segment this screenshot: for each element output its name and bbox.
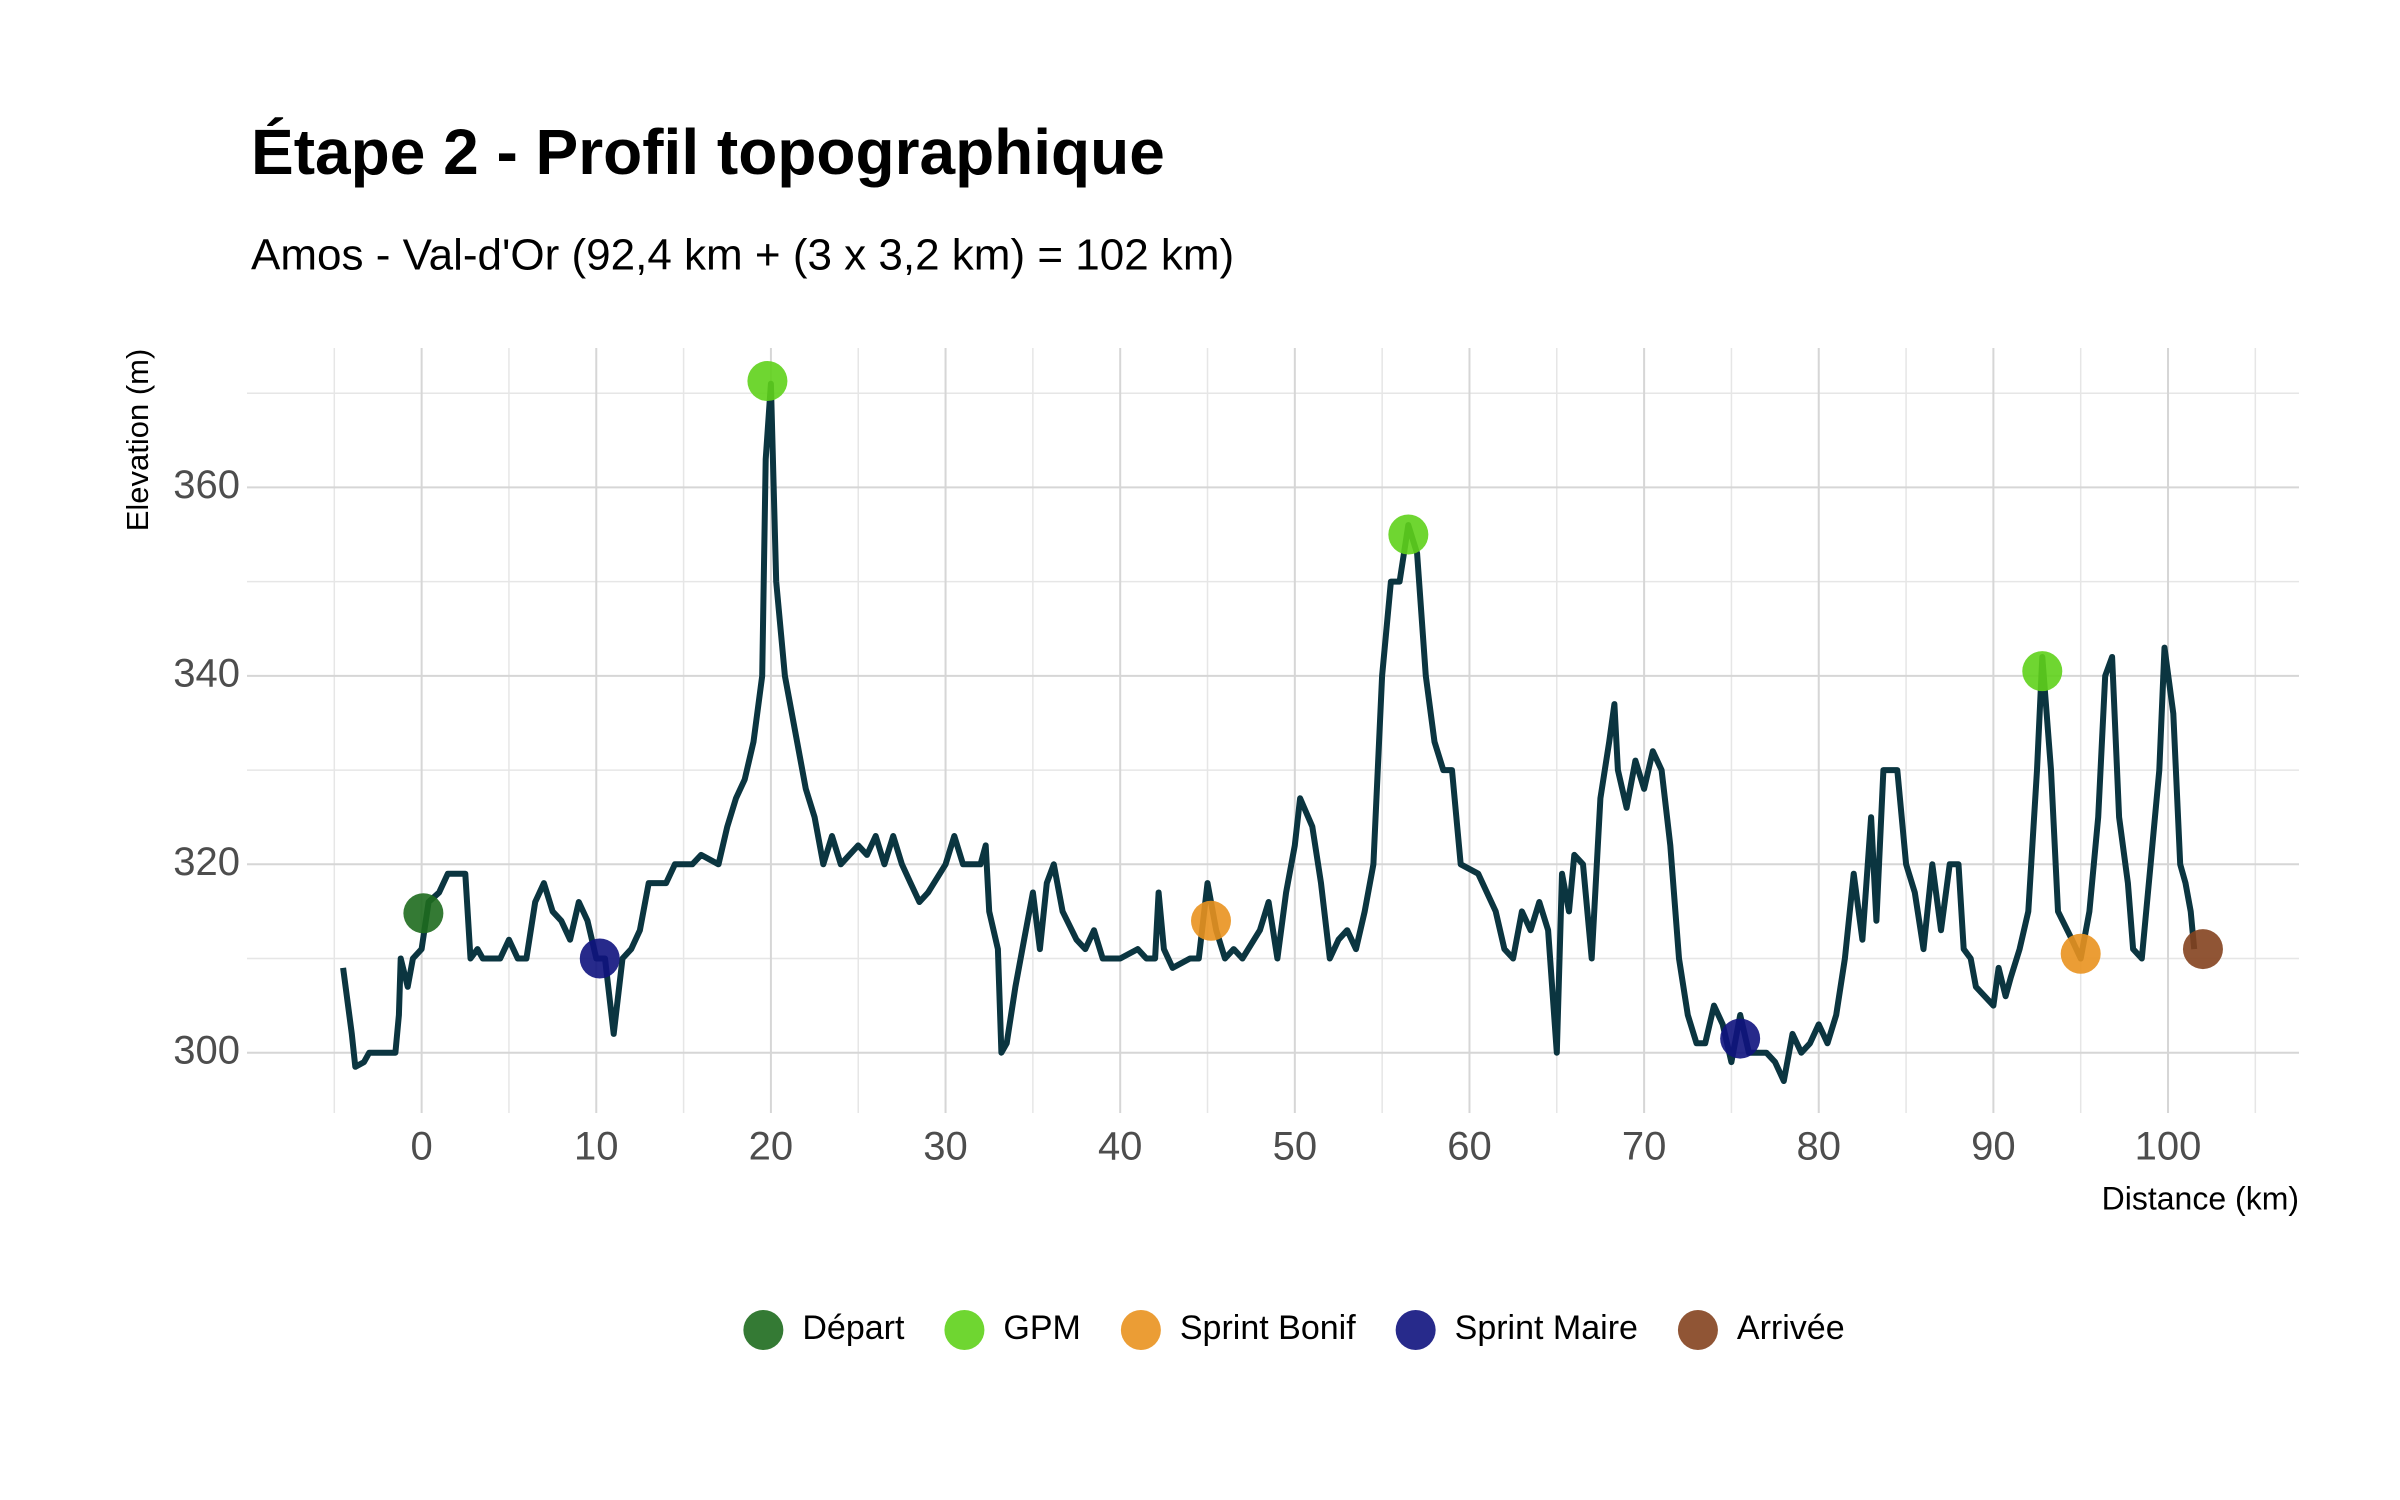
- legend-swatch: [944, 1310, 985, 1350]
- y-tick-label: 340: [173, 651, 240, 695]
- legend-swatch: [1677, 1310, 1718, 1350]
- point-marker: [1388, 514, 1429, 555]
- x-tick-label: 0: [411, 1125, 433, 1169]
- legend-swatch: [1120, 1310, 1161, 1350]
- chart-title: Étape 2 - Profil topographique: [251, 116, 1165, 188]
- point-marker: [1720, 1018, 1761, 1059]
- point-marker: [2022, 651, 2063, 692]
- y-tick-label: 360: [173, 463, 240, 507]
- legend-label: Départ: [802, 1309, 905, 1347]
- legend-label: Sprint Bonif: [1180, 1309, 1356, 1347]
- legend-swatch: [743, 1310, 784, 1350]
- x-tick-label: 70: [1622, 1125, 1667, 1169]
- point-marker: [579, 938, 620, 979]
- x-tick-label: 40: [1098, 1125, 1143, 1169]
- point-marker: [2060, 933, 2101, 974]
- legend-label: Arrivée: [1737, 1309, 1845, 1347]
- elevation-line: [340, 380, 2198, 1084]
- y-tick-label: 300: [173, 1028, 240, 1072]
- y-axis-title: Elevation (m): [120, 349, 155, 532]
- legend-label: Sprint Maire: [1455, 1309, 1638, 1347]
- y-tick-label: 320: [173, 840, 240, 884]
- point-marker: [403, 893, 444, 934]
- chart-subtitle: Amos - Val-d'Or (92,4 km + (3 x 3,2 km) …: [251, 231, 1234, 280]
- x-tick-label: 80: [1796, 1125, 1841, 1169]
- point-marker: [1191, 900, 1232, 941]
- x-tick-label: 100: [2135, 1125, 2202, 1169]
- x-tick-label: 90: [1971, 1125, 2016, 1169]
- point-marker: [2182, 929, 2223, 970]
- x-tick-label: 30: [923, 1125, 968, 1169]
- x-axis-title: Distance (km): [2102, 1180, 2299, 1216]
- point-marker: [747, 360, 788, 401]
- legend-label: GPM: [1003, 1309, 1080, 1347]
- x-tick-label: 10: [574, 1125, 619, 1169]
- x-tick-label: 50: [1273, 1125, 1318, 1169]
- x-tick-label: 60: [1447, 1125, 1492, 1169]
- x-tick-label: 20: [749, 1125, 794, 1169]
- legend-swatch: [1395, 1310, 1436, 1350]
